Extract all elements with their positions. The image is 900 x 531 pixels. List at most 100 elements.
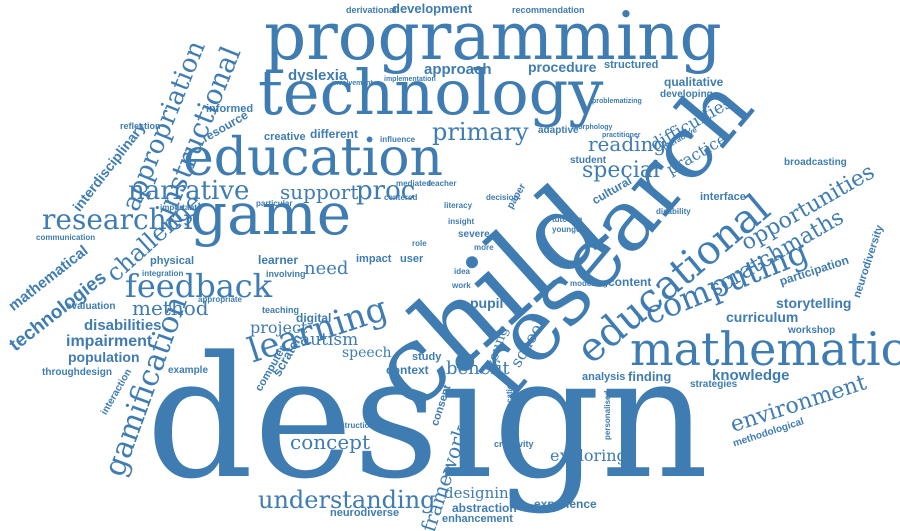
word-storytelling: storytelling xyxy=(776,295,852,311)
word-enhancement: enhancement xyxy=(442,513,513,525)
word-experience: experience xyxy=(534,497,597,511)
word-speech: speech xyxy=(342,345,392,361)
word-special: special xyxy=(582,158,660,183)
word-feedback: feedback xyxy=(125,267,273,305)
word-dyslexia: dyslexia xyxy=(288,67,348,84)
word-appropriate: appropriate xyxy=(198,295,243,304)
word-developing: developing xyxy=(660,89,713,100)
word-mediated: mediated xyxy=(396,179,432,188)
word-physical: physical xyxy=(150,255,195,267)
word-recommendation: recommendation xyxy=(512,5,585,15)
word-pupil: pupil xyxy=(470,295,504,311)
word-content: content xyxy=(608,275,652,289)
word-design: design xyxy=(146,320,709,516)
word-population: population xyxy=(68,349,140,365)
word-implementation: implementation xyxy=(384,76,436,83)
word-morphology: morphology xyxy=(572,124,613,131)
word-creativity: creativity xyxy=(494,439,534,449)
word-idea: idea xyxy=(454,267,471,276)
word-tutoring: tutoring xyxy=(552,215,583,224)
word-problematizing: problematizing xyxy=(592,98,642,105)
word-support: support xyxy=(280,180,359,204)
word-practitioner: practitioner xyxy=(602,132,641,139)
word-student: student xyxy=(570,155,607,166)
word-programming: programming xyxy=(264,0,722,75)
word-abstraction: abstraction xyxy=(452,501,517,515)
word-game: game xyxy=(190,180,352,248)
word-strategies: strategies xyxy=(690,379,738,390)
word-influence: influence xyxy=(380,135,416,144)
word-digital: digital xyxy=(296,311,332,325)
word-technology: technology xyxy=(258,56,604,129)
word-disabilities: disabilities xyxy=(84,317,162,334)
word-location: location xyxy=(505,379,514,410)
word-knowledge: knowledge xyxy=(712,367,790,384)
word-procedure: procedure xyxy=(528,59,597,75)
word-centered: centered xyxy=(384,193,418,202)
word-exploring: exploring xyxy=(550,446,627,465)
word-communication: communication xyxy=(36,233,96,242)
word-structured: structured xyxy=(604,59,659,71)
word-user: user xyxy=(400,253,424,265)
word-mathematic: mathematic xyxy=(630,322,900,376)
word-throughdesign: throughdesign xyxy=(42,367,112,378)
word-work: work xyxy=(452,281,471,290)
word-integration: integration xyxy=(142,269,184,278)
word-involvement: involvement xyxy=(332,80,373,87)
word-insight: insight xyxy=(448,217,475,226)
word-personalised: personalised xyxy=(603,390,612,440)
word-narrative: narrative xyxy=(128,176,250,206)
word-teaching: teaching xyxy=(262,305,300,315)
word-derivational: derivational xyxy=(346,5,397,15)
word-creative: creative xyxy=(264,131,306,143)
word-more: more xyxy=(474,243,494,252)
word-younger: younger xyxy=(552,225,584,234)
word-modelling: modelling xyxy=(570,279,608,288)
word-literacy: literacy xyxy=(444,201,473,210)
word-involving: involving xyxy=(266,269,306,279)
word-education: education xyxy=(183,128,443,188)
word-approach: approach xyxy=(424,61,492,78)
word-benefit: benefit xyxy=(446,358,510,379)
word-reading: reading xyxy=(588,132,667,156)
word-adaptive: adaptive xyxy=(538,125,579,136)
word-learner: learner xyxy=(258,253,299,267)
word-autism: autism xyxy=(300,330,359,350)
word-decision: decision xyxy=(486,193,519,202)
word-concept: concept xyxy=(290,430,370,454)
word-primary: primary xyxy=(432,118,529,146)
word-development: development xyxy=(392,1,473,16)
word-particular: particular xyxy=(256,199,293,208)
word-analysis: analysis xyxy=(582,371,626,383)
word-reflection: reflection xyxy=(120,121,161,131)
word-need: need xyxy=(304,258,349,279)
word-workshop: workshop xyxy=(788,325,836,336)
word-designing: designing xyxy=(444,484,519,502)
word-interface: interface xyxy=(700,191,746,203)
word-finding: finding xyxy=(628,369,672,384)
word-impairment: impairment xyxy=(66,333,153,350)
word-constructionism: constructionism xyxy=(326,421,389,430)
word-disability: disability xyxy=(656,207,691,216)
word-evaluation: evaluation xyxy=(66,301,116,312)
word-method: method xyxy=(132,296,209,320)
word-example: example xyxy=(168,365,209,376)
word-role: role xyxy=(412,239,427,248)
word-neurodiversity: neurodiversity xyxy=(851,223,886,300)
word-understanding: understanding xyxy=(258,486,436,514)
word-impact: impact xyxy=(356,253,392,265)
word-researcher: researcher xyxy=(42,203,197,236)
word-curriculum: curriculum xyxy=(726,309,799,325)
word-important: important xyxy=(160,203,197,212)
word-neurodiverse: neurodiverse xyxy=(330,507,400,519)
word-project: project xyxy=(250,318,308,337)
word-different: different xyxy=(310,127,358,141)
word-qualitative: qualitative xyxy=(664,75,724,89)
word-broadcasting: broadcasting xyxy=(784,157,847,168)
word-teacher: teacher xyxy=(428,179,457,188)
word-severe: severe xyxy=(458,229,490,240)
word-informed: informed xyxy=(206,103,254,115)
word-context: context xyxy=(386,363,429,377)
word-study: study xyxy=(412,351,442,363)
